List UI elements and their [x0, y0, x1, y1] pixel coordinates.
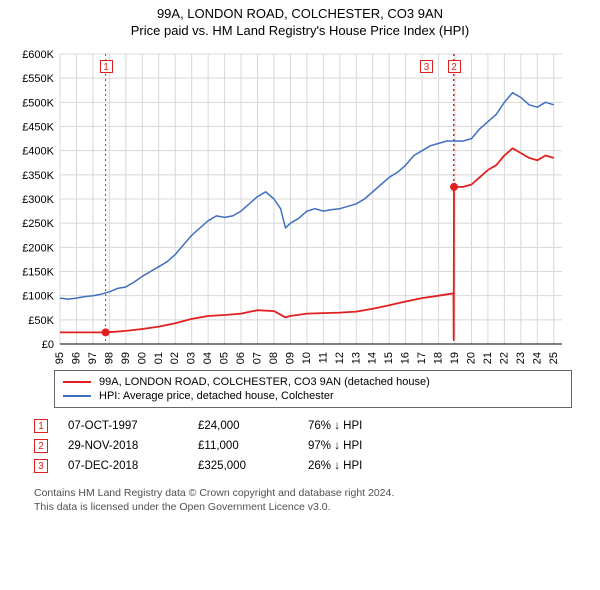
- legend: 99A, LONDON ROAD, COLCHESTER, CO3 9AN (d…: [54, 370, 572, 408]
- svg-text:2004: 2004: [202, 352, 214, 364]
- svg-text:2023: 2023: [515, 352, 527, 364]
- chart-subtitle: Price paid vs. HM Land Registry's House …: [0, 23, 600, 38]
- svg-text:£0: £0: [42, 339, 54, 351]
- svg-text:2013: 2013: [350, 352, 362, 364]
- transaction-row: 1 07-OCT-1997 £24,000 76% ↓ HPI: [34, 416, 572, 436]
- transaction-marker: 2: [34, 439, 48, 453]
- transaction-pct: 97% ↓ HPI: [308, 440, 418, 452]
- svg-text:1998: 1998: [103, 352, 115, 364]
- transaction-price: £11,000: [198, 440, 288, 452]
- svg-text:£400K: £400K: [22, 146, 54, 158]
- transaction-price: £24,000: [198, 420, 288, 432]
- svg-text:£450K: £450K: [22, 122, 54, 134]
- svg-text:1996: 1996: [70, 352, 82, 364]
- svg-text:£300K: £300K: [22, 194, 54, 206]
- footer-line-1: Contains HM Land Registry data © Crown c…: [34, 486, 572, 500]
- svg-text:2012: 2012: [334, 352, 346, 364]
- svg-text:2011: 2011: [317, 352, 329, 364]
- svg-text:2025: 2025: [548, 352, 560, 364]
- svg-text:£550K: £550K: [22, 73, 54, 85]
- chart-marker-1: 1: [100, 60, 113, 73]
- transaction-marker: 1: [34, 419, 48, 433]
- legend-swatch: [63, 395, 91, 397]
- transaction-price: £325,000: [198, 460, 288, 472]
- legend-row: HPI: Average price, detached house, Colc…: [63, 389, 563, 403]
- chart-marker-3: 3: [420, 60, 433, 73]
- svg-text:1995: 1995: [54, 352, 66, 364]
- legend-label: HPI: Average price, detached house, Colc…: [99, 390, 334, 402]
- svg-text:£50K: £50K: [28, 315, 54, 327]
- svg-text:£200K: £200K: [22, 242, 54, 254]
- svg-text:2007: 2007: [252, 352, 264, 364]
- transactions-table: 1 07-OCT-1997 £24,000 76% ↓ HPI 2 29-NOV-2018…: [34, 416, 572, 476]
- svg-text:2019: 2019: [449, 352, 461, 364]
- svg-text:2009: 2009: [284, 352, 296, 364]
- svg-text:2021: 2021: [482, 352, 494, 364]
- svg-text:2018: 2018: [433, 352, 445, 364]
- legend-swatch: [63, 381, 91, 383]
- transaction-marker: 3: [34, 459, 48, 473]
- svg-text:2017: 2017: [416, 352, 428, 364]
- svg-text:2024: 2024: [531, 352, 543, 364]
- svg-text:£500K: £500K: [22, 97, 54, 109]
- svg-text:£100K: £100K: [22, 291, 54, 303]
- transaction-pct: 76% ↓ HPI: [308, 420, 418, 432]
- svg-text:2020: 2020: [465, 352, 477, 364]
- legend-row: 99A, LONDON ROAD, COLCHESTER, CO3 9AN (d…: [63, 375, 563, 389]
- svg-text:2008: 2008: [268, 352, 280, 364]
- line-chart: £0 £50K £100K £150K £200K £250K £300K £350K £400…: [10, 44, 580, 364]
- transaction-row: 3 07-DEC-2018 £325,000 26% ↓ HPI: [34, 456, 572, 476]
- svg-text:2003: 2003: [186, 352, 198, 364]
- svg-text:1997: 1997: [87, 352, 99, 364]
- footer-line-2: This data is licensed under the Open Gov…: [34, 500, 572, 514]
- svg-text:£150K: £150K: [22, 267, 54, 279]
- svg-text:2010: 2010: [301, 352, 313, 364]
- svg-text:2015: 2015: [383, 352, 395, 364]
- svg-text:£250K: £250K: [22, 218, 54, 230]
- chart-title: 99A, LONDON ROAD, COLCHESTER, CO3 9AN: [0, 6, 600, 21]
- svg-text:2022: 2022: [498, 352, 510, 364]
- svg-text:£350K: £350K: [22, 170, 54, 182]
- svg-text:1999: 1999: [120, 352, 132, 364]
- svg-text:£600K: £600K: [22, 49, 54, 61]
- transaction-date: 07-DEC-2018: [68, 460, 178, 472]
- legend-label: 99A, LONDON ROAD, COLCHESTER, CO3 9AN (d…: [99, 376, 430, 388]
- transaction-row: 2 29-NOV-2018 £11,000 97% ↓ HPI: [34, 436, 572, 456]
- svg-text:2014: 2014: [367, 352, 379, 364]
- svg-text:2002: 2002: [169, 352, 181, 364]
- chart-container: 99A, LONDON ROAD, COLCHESTER, CO3 9AN Pr…: [0, 6, 600, 590]
- transaction-pct: 26% ↓ HPI: [308, 460, 418, 472]
- svg-text:2006: 2006: [235, 352, 247, 364]
- svg-text:2000: 2000: [136, 352, 148, 364]
- chart-marker-2: 2: [448, 60, 461, 73]
- chart-wrap: £0 £50K £100K £150K £200K £250K £300K £350K £400…: [10, 44, 600, 364]
- transaction-date: 07-OCT-1997: [68, 420, 178, 432]
- svg-text:2005: 2005: [219, 352, 231, 364]
- svg-text:2016: 2016: [400, 352, 412, 364]
- footer-attribution: Contains HM Land Registry data © Crown c…: [34, 486, 572, 514]
- svg-text:2001: 2001: [153, 352, 165, 364]
- transaction-date: 29-NOV-2018: [68, 440, 178, 452]
